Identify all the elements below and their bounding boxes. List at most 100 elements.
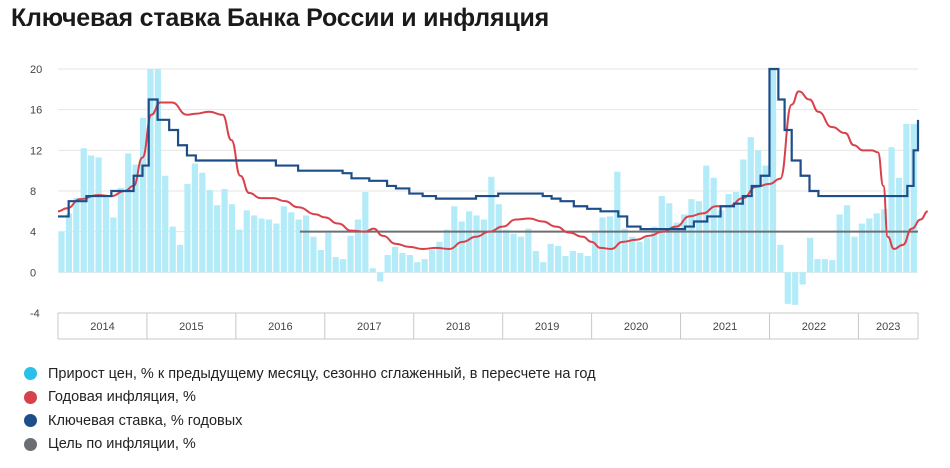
legend-label-key-rate: Ключевая ставка, % годовых <box>48 412 243 429</box>
price-growth-bar <box>829 260 836 273</box>
price-growth-bar <box>221 188 228 273</box>
chart-title: Ключевая ставка Банка России и инфляция <box>11 4 550 32</box>
price-growth-bar <box>554 245 562 273</box>
y-tick-label: 0 <box>30 267 36 279</box>
price-growth-bar <box>636 241 643 273</box>
price-growth-bar <box>310 236 317 273</box>
price-growth-bar <box>658 196 665 273</box>
price-growth-bar <box>547 243 554 273</box>
price-growth-bar <box>347 235 354 273</box>
price-growth-bar <box>176 244 184 273</box>
price-growth-bar <box>332 257 339 273</box>
price-growth-bar <box>851 236 858 273</box>
price-growth-bar <box>125 153 132 273</box>
price-growth-bar <box>369 268 376 273</box>
price-growth-bar <box>236 229 243 273</box>
price-growth-bar <box>621 228 628 273</box>
price-growth-bar <box>629 236 636 273</box>
x-tick-label: 2017 <box>357 321 381 333</box>
price-growth-bar <box>680 214 688 273</box>
price-growth-bar <box>258 218 265 273</box>
price-growth-bar <box>162 175 169 273</box>
x-tick-label: 2015 <box>179 321 203 333</box>
price-growth-bar <box>688 199 695 273</box>
price-growth-bar <box>480 219 488 273</box>
x-tick-label: 2016 <box>268 321 292 333</box>
price-growth-bar <box>836 214 843 273</box>
price-growth-bar <box>214 205 221 273</box>
price-growth-bar <box>821 259 828 273</box>
x-tick-label: 2019 <box>535 321 559 333</box>
price-growth-bars <box>58 69 917 305</box>
price-growth-bar <box>695 201 702 273</box>
price-growth-bar <box>406 255 413 273</box>
price-growth-bar <box>88 155 95 273</box>
price-growth-bar <box>421 259 428 273</box>
price-growth-bar <box>414 262 421 273</box>
legend-label-inflation-target: Цель по инфляции, % <box>48 436 196 453</box>
price-growth-bar <box>858 223 866 273</box>
price-growth-bar <box>391 246 399 273</box>
legend-item-price-growth: Прирост цен, % к предыдущему месяцу, сез… <box>24 362 596 386</box>
price-growth-bar <box>251 215 258 273</box>
annual-inflation-line <box>57 90 929 250</box>
price-growth-bar <box>599 217 606 273</box>
y-axis-ticks: 20 16 12 8 4 0 -4 <box>30 64 42 320</box>
price-growth-bar <box>777 244 784 273</box>
price-growth-bar <box>80 148 87 273</box>
legend-dot-price-growth <box>24 367 37 381</box>
price-growth-bar <box>843 205 851 273</box>
price-growth-bar <box>888 147 895 273</box>
legend-dot-inflation-target <box>24 437 37 451</box>
price-growth-bar <box>784 272 791 304</box>
legend-item-key-rate: Ключевая ставка, % годовых <box>24 409 596 433</box>
price-growth-bar <box>466 211 473 273</box>
price-growth-bar <box>643 237 651 273</box>
price-growth-bar <box>881 209 888 273</box>
legend-label-annual-inflation: Годовая инфляция, % <box>48 389 196 406</box>
price-growth-bar <box>799 272 806 285</box>
price-growth-bar <box>814 259 821 273</box>
price-growth-bar <box>606 216 614 273</box>
price-growth-bar <box>666 203 673 273</box>
price-growth-bar <box>399 253 406 273</box>
price-growth-bar <box>895 177 903 273</box>
x-axis: 2014 2015 2016 2017 2018 2019 2020 2021 2022 2023 <box>57 312 919 340</box>
price-growth-bar <box>117 187 124 273</box>
legend-dot-key-rate <box>24 414 37 428</box>
legend-item-inflation-target: Цель по инфляции, % <box>24 433 596 457</box>
price-growth-bar <box>95 157 102 273</box>
y-tick-label: 20 <box>30 64 42 76</box>
price-growth-bar <box>132 164 139 273</box>
price-growth-bar <box>65 213 73 273</box>
price-growth-bar <box>451 206 458 273</box>
price-growth-bar <box>139 117 147 273</box>
price-growth-bar <box>473 215 480 273</box>
y-tick-label: 8 <box>30 186 36 198</box>
price-growth-bar <box>584 256 591 273</box>
price-growth-bar <box>725 194 732 273</box>
price-growth-bar <box>562 256 569 273</box>
price-growth-bar <box>228 204 236 273</box>
price-growth-bar <box>873 213 880 273</box>
price-growth-bar <box>532 250 539 273</box>
x-tick-label: 2021 <box>713 321 737 333</box>
price-growth-bar <box>740 159 747 273</box>
price-growth-bar <box>377 272 384 282</box>
price-growth-bar <box>288 212 295 273</box>
y-tick-label: 12 <box>30 145 42 157</box>
price-growth-bar <box>169 226 176 273</box>
x-tick-label: 2022 <box>802 321 826 333</box>
price-growth-bar <box>651 226 658 273</box>
price-growth-bar <box>443 229 450 273</box>
price-growth-bar <box>710 177 717 273</box>
price-growth-bar <box>903 123 910 273</box>
price-growth-bar <box>295 219 302 273</box>
price-growth-bar <box>265 219 273 273</box>
price-growth-bar <box>436 241 443 273</box>
price-growth-bar <box>488 176 495 273</box>
price-growth-bar <box>755 150 762 273</box>
price-growth-bar <box>280 206 287 273</box>
price-growth-bar <box>717 210 725 273</box>
